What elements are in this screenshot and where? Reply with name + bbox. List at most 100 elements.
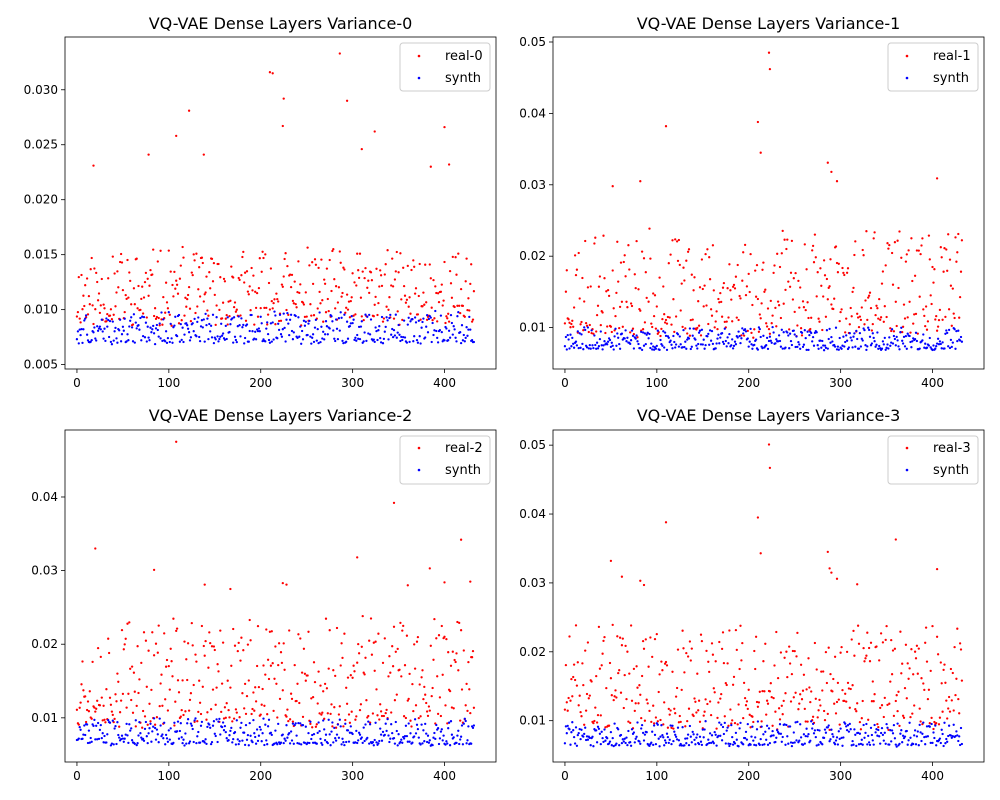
point-real xyxy=(577,704,580,707)
point-real xyxy=(807,657,810,660)
point-real xyxy=(142,296,146,299)
point-real xyxy=(869,306,873,310)
point-synth xyxy=(879,742,882,745)
point-synth xyxy=(777,732,781,735)
subplot-1: VQ-VAE Dense Layers Variance-1 0 100 200 30… xyxy=(519,14,985,390)
point-synth xyxy=(915,339,919,343)
point-synth xyxy=(817,743,820,746)
point-real xyxy=(108,696,112,699)
point-synth xyxy=(753,743,756,747)
point-real xyxy=(468,309,471,312)
point-synth xyxy=(421,320,424,324)
point-synth xyxy=(737,330,740,333)
point-synth xyxy=(954,347,957,350)
point-synth xyxy=(708,329,712,332)
point-real xyxy=(922,308,925,311)
point-real xyxy=(108,314,112,317)
point-synth xyxy=(938,737,942,740)
point-real xyxy=(228,716,231,719)
point-real xyxy=(584,709,588,712)
point-real xyxy=(937,723,941,726)
point-synth xyxy=(426,734,430,737)
point-real xyxy=(427,705,431,708)
point-real xyxy=(719,697,722,700)
point-synth xyxy=(610,341,613,344)
point-synth xyxy=(712,742,715,745)
point-real xyxy=(935,314,938,318)
point-synth xyxy=(744,730,748,734)
point-synth xyxy=(368,313,371,317)
point-real xyxy=(282,642,285,645)
point-real xyxy=(209,708,213,711)
point-real xyxy=(860,717,863,720)
point-real xyxy=(935,635,939,638)
point-synth xyxy=(423,740,426,743)
point-synth xyxy=(714,733,717,736)
point-synth xyxy=(821,743,824,746)
point-real xyxy=(128,621,131,624)
point-real xyxy=(154,642,158,645)
point-real xyxy=(402,715,406,718)
point-real xyxy=(160,318,163,321)
point-real xyxy=(297,633,300,636)
point-synth xyxy=(823,728,827,731)
point-synth xyxy=(731,338,734,341)
point-synth xyxy=(247,744,250,747)
point-real xyxy=(680,688,683,692)
point-synth xyxy=(918,723,921,727)
point-synth xyxy=(243,743,247,747)
point-real xyxy=(768,332,772,335)
point-real xyxy=(686,719,689,723)
point-real xyxy=(139,308,142,312)
point-real xyxy=(878,659,881,662)
point-real xyxy=(146,277,149,280)
point-real xyxy=(241,255,244,259)
point-real xyxy=(841,688,844,692)
point-synth xyxy=(178,340,182,343)
point-synth xyxy=(740,337,743,340)
point-real xyxy=(230,664,233,667)
point-real xyxy=(794,691,797,694)
point-real xyxy=(188,698,192,702)
subplot-1-legend: real-1 synth xyxy=(887,42,979,92)
point-synth xyxy=(957,739,960,743)
point-real xyxy=(699,633,703,636)
point-real xyxy=(327,667,330,670)
point-synth xyxy=(645,731,648,734)
point-real xyxy=(145,316,148,319)
point-real xyxy=(835,700,839,704)
x-tick-label: 400 xyxy=(433,769,456,783)
point-real xyxy=(443,260,446,264)
point-real xyxy=(873,231,876,234)
point-real xyxy=(856,702,859,705)
point-synth xyxy=(603,340,606,343)
point-synth xyxy=(300,743,303,746)
point-real xyxy=(848,706,851,709)
point-synth xyxy=(632,347,636,350)
point-synth xyxy=(598,732,602,735)
point-synth xyxy=(137,734,140,737)
point-synth xyxy=(922,333,925,336)
point-real xyxy=(903,317,907,320)
point-real xyxy=(378,718,381,721)
point-synth xyxy=(762,334,765,337)
point-synth xyxy=(565,348,568,351)
point-synth xyxy=(199,325,203,328)
point-real xyxy=(724,681,727,685)
point-synth xyxy=(724,742,727,745)
point-real xyxy=(467,660,470,664)
point-real xyxy=(444,321,447,325)
point-synth xyxy=(951,341,954,344)
point-synth xyxy=(260,322,263,325)
point-synth xyxy=(204,738,207,741)
point-real xyxy=(638,684,641,687)
point-real xyxy=(456,304,459,307)
point-synth xyxy=(419,743,422,746)
point-real xyxy=(354,313,357,316)
point-synth xyxy=(133,341,136,344)
point-synth xyxy=(857,347,861,350)
point-synth xyxy=(884,742,887,745)
legend-marker-real xyxy=(905,446,909,450)
point-synth xyxy=(615,742,618,745)
point-synth xyxy=(878,735,881,738)
